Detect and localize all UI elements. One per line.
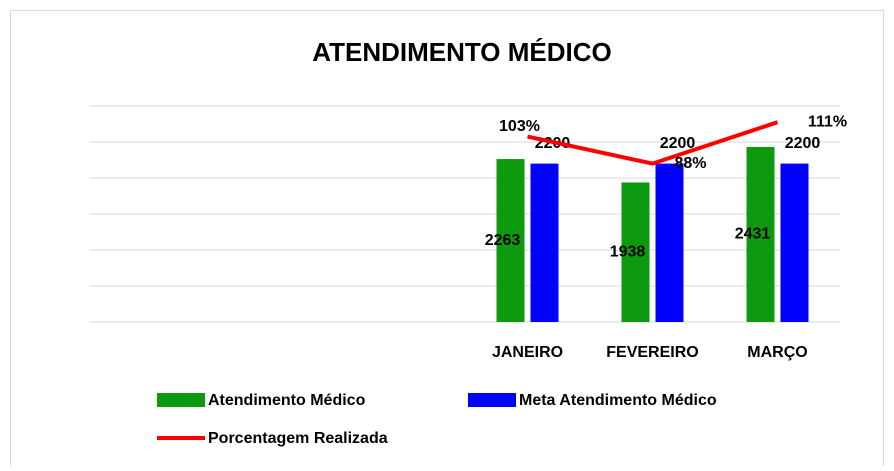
data-label: 2200 <box>785 135 821 152</box>
chart-border <box>10 10 884 471</box>
legend-label: Atendimento Médico <box>208 392 366 409</box>
x-tick-label: JANEIRO <box>492 344 563 361</box>
legend-swatch <box>468 393 516 407</box>
bar <box>530 163 559 322</box>
bar <box>496 159 525 322</box>
bar <box>746 146 775 322</box>
line <box>527 120 779 166</box>
bar <box>780 163 809 322</box>
legend-label: Meta Atendimento Médico <box>519 392 717 409</box>
data-label: 103% <box>499 118 540 135</box>
bar <box>655 163 684 322</box>
data-label: 2200 <box>660 135 696 152</box>
x-tick-label: MARÇO <box>747 344 807 361</box>
legend-label: Porcentagem Realizada <box>208 430 388 447</box>
data-label: 1938 <box>610 243 646 260</box>
legend-swatch <box>157 393 205 407</box>
data-label: 2431 <box>735 226 771 243</box>
chart-title: ATENDIMENTO MÉDICO <box>312 37 611 67</box>
data-label: 2263 <box>485 232 521 249</box>
x-tick-label: FEVEREIRO <box>606 344 698 361</box>
data-label: 111% <box>808 113 847 130</box>
data-label: 88% <box>674 155 706 172</box>
bar <box>621 182 650 322</box>
